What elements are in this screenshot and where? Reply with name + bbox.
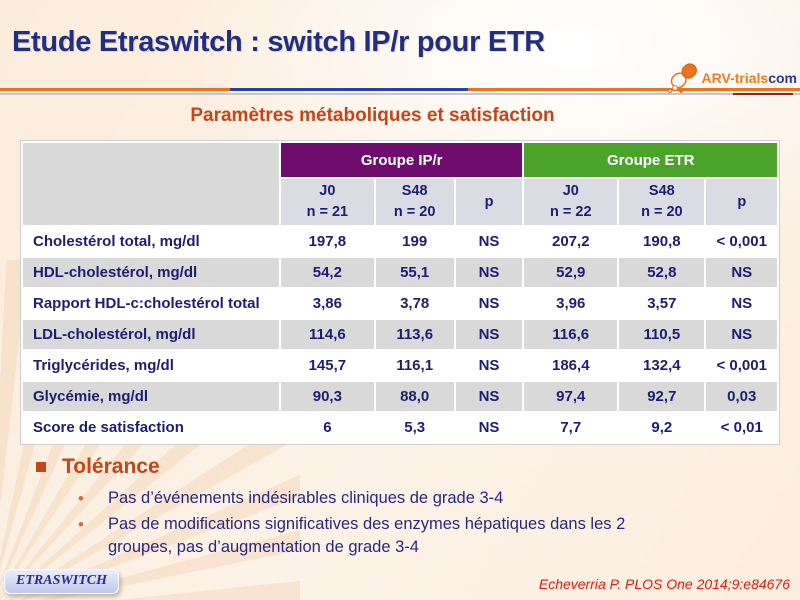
list-item: • Pas de modifications significatives de… <box>76 513 676 559</box>
cell: 132,4 <box>619 351 705 380</box>
metabolic-parameters-table: Groupe IP/r Groupe ETR J0 n = 21 S48 n = 2… <box>20 140 780 445</box>
group-header-etr: Groupe ETR <box>524 143 777 177</box>
cell: NS <box>455 351 523 380</box>
arv-trials-logo: ARV-trialscom <box>666 62 797 94</box>
table-row: Cholestérol total, mg/dl 197,8 199 NS 20… <box>23 227 777 256</box>
column-header: S48 n = 20 <box>375 179 454 225</box>
square-bullet-icon <box>36 462 46 472</box>
table-row: HDL-cholestérol, mg/dl 54,2 55,1 NS 52,9… <box>23 258 777 287</box>
table-row: LDL-cholestérol, mg/dl 114,6 113,6 NS 11… <box>23 320 777 349</box>
cell: 7,7 <box>524 413 618 442</box>
cell: 92,7 <box>619 382 705 411</box>
column-header: p <box>455 179 523 225</box>
bullet-text: Pas d’événements indésirables cliniques … <box>108 489 504 507</box>
cell: 186,4 <box>524 351 618 380</box>
table-corner-cell <box>23 143 279 225</box>
column-header-row: J0 n = 21 S48 n = 20 p J0 n = 22 S48 n = 20 … <box>23 179 777 225</box>
cell: 110,5 <box>619 320 705 349</box>
row-label: Glycémie, mg/dl <box>23 382 279 411</box>
table-row: Score de satisfaction 6 5,3 NS 7,7 9,2 <… <box>23 413 777 442</box>
cell: 90,3 <box>280 382 374 411</box>
study-badge: ETRASWITCH <box>4 569 120 594</box>
dot-bullet-icon: • <box>78 489 84 508</box>
tolerance-heading-label: Tolérance <box>62 455 160 478</box>
title-separator-line <box>0 88 800 91</box>
citation: Echeverria P. PLOS One 2014;9:e84676 <box>538 576 790 592</box>
cell: 3,86 <box>280 289 374 318</box>
cell: NS <box>706 320 777 349</box>
table-row: Triglycérides, mg/dl 145,7 116,1 NS 186,… <box>23 351 777 380</box>
group-header-row: Groupe IP/r Groupe ETR <box>23 143 777 225</box>
cell: NS <box>455 320 523 349</box>
cell: < 0,01 <box>706 413 777 442</box>
table-row: Rapport HDL-c:cholestérol total 3,86 3,7… <box>23 289 777 318</box>
cell: 3,78 <box>375 289 454 318</box>
row-label: Rapport HDL-c:cholestérol total <box>23 289 279 318</box>
slide-subtitle: Paramètres métaboliques et satisfaction <box>190 105 555 126</box>
column-header: S48 n = 20 <box>619 179 705 225</box>
logo-text-main: ARV-trials <box>701 70 769 86</box>
bullet-text: Pas de modifications significatives des … <box>108 515 626 556</box>
cell: 145,7 <box>280 351 374 380</box>
column-header: J0 n = 21 <box>280 179 374 225</box>
row-label: Cholestérol total, mg/dl <box>23 227 279 256</box>
cell: NS <box>455 413 523 442</box>
cell: NS <box>455 258 523 287</box>
group-header-ipr: Groupe IP/r <box>280 143 523 177</box>
cell: 5,3 <box>375 413 454 442</box>
cell: NS <box>455 382 523 411</box>
dot-bullet-icon: • <box>78 515 84 534</box>
cell: NS <box>455 227 523 256</box>
tolerance-heading: Tolérance <box>36 455 160 479</box>
cell: 114,6 <box>280 320 374 349</box>
tolerance-bullet-list: • Pas d’événements indésirables clinique… <box>76 487 676 562</box>
cell: 6 <box>280 413 374 442</box>
list-item: • Pas d’événements indésirables clinique… <box>76 487 676 510</box>
title-separator-underline <box>0 93 800 95</box>
cell: 97,4 <box>524 382 618 411</box>
cell: 197,8 <box>280 227 374 256</box>
row-label: Triglycérides, mg/dl <box>23 351 279 380</box>
page-title: Etude Etraswitch : switch IP/r pour ETR <box>12 26 545 58</box>
cell: 113,6 <box>375 320 454 349</box>
cell: 0,03 <box>706 382 777 411</box>
cell: 207,2 <box>524 227 618 256</box>
cell: 54,2 <box>280 258 374 287</box>
row-label: LDL-cholestérol, mg/dl <box>23 320 279 349</box>
column-header: p <box>706 179 777 225</box>
cell: 52,9 <box>524 258 618 287</box>
cell: NS <box>706 258 777 287</box>
cell: 116,1 <box>375 351 454 380</box>
logo-text-suffix: com <box>768 70 797 86</box>
cell: 55,1 <box>375 258 454 287</box>
cell: NS <box>706 289 777 318</box>
cell: 52,8 <box>619 258 705 287</box>
pill-capsule-icon <box>667 63 697 94</box>
row-label: HDL-cholestérol, mg/dl <box>23 258 279 287</box>
cell: 3,57 <box>619 289 705 318</box>
cell: < 0,001 <box>706 227 777 256</box>
cell: < 0,001 <box>706 351 777 380</box>
cell: 190,8 <box>619 227 705 256</box>
cell: 3,96 <box>524 289 618 318</box>
logo-text: ARV-trialscom <box>702 70 797 86</box>
cell: 116,6 <box>524 320 618 349</box>
column-header: J0 n = 22 <box>524 179 618 225</box>
table-row: Glycémie, mg/dl 90,3 88,0 NS 97,4 92,7 0… <box>23 382 777 411</box>
row-label: Score de satisfaction <box>23 413 279 442</box>
cell: 88,0 <box>375 382 454 411</box>
cell: NS <box>455 289 523 318</box>
cell: 199 <box>375 227 454 256</box>
cell: 9,2 <box>619 413 705 442</box>
